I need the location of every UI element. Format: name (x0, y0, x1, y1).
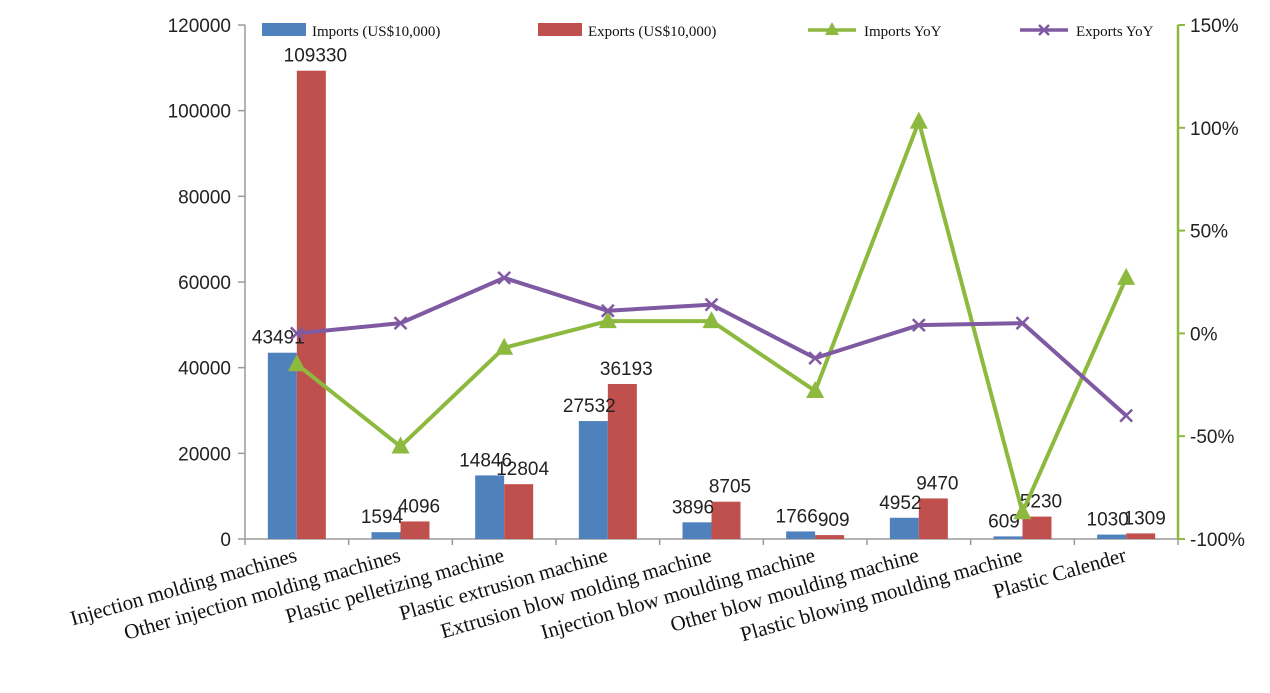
imports-bar (267, 352, 297, 539)
right-tick-label: -100% (1190, 530, 1245, 551)
imports-bar (786, 531, 816, 539)
exports-yoy-point (704, 297, 719, 312)
imports-yoy-point (495, 337, 514, 355)
imports-yoy-point (391, 436, 410, 454)
exports-yoy-point (1015, 316, 1030, 331)
exports-value-label: 4096 (398, 496, 440, 517)
exports-yoy-line (296, 275, 1128, 418)
exports-yoy-point (808, 351, 823, 365)
imports-bar (993, 536, 1023, 539)
imports-value-label: 4952 (879, 493, 921, 514)
exports-value-label: 1309 (1124, 508, 1166, 529)
imports-bar (475, 475, 505, 539)
exports-bar (1126, 533, 1156, 539)
imports-yoy-point (1117, 267, 1136, 285)
exports-bar (1022, 516, 1052, 539)
exports-value-label: 109330 (284, 46, 347, 67)
exports-value-label: 9470 (916, 473, 958, 494)
exports-yoy-point (289, 326, 304, 341)
imports-bar (1097, 534, 1127, 539)
imports-bar (371, 532, 401, 539)
exports-bar (607, 383, 637, 539)
imports-yoy-point (702, 311, 721, 329)
exports-bar (504, 484, 534, 539)
exports-value-label: 909 (818, 510, 850, 531)
imports-value-label: 1030 (1087, 510, 1129, 531)
right-tick-label: 50% (1190, 222, 1228, 243)
right-tick-label: 100% (1190, 119, 1239, 140)
left-tick-label: 80000 (178, 187, 231, 208)
axes: 0 20000 40000 60000 80000 100000 120000 -100% -5… (168, 16, 1245, 551)
legend-label: Imports YoY (864, 24, 942, 40)
imports-value-label: 3896 (672, 497, 714, 518)
exports-value-label: 12804 (496, 459, 549, 480)
left-tick-label: 60000 (178, 273, 231, 294)
imports-bar (682, 522, 712, 539)
exports-yoy-point (497, 271, 512, 285)
legend-label: Exports (US$10,000) (588, 24, 716, 40)
left-tick-label: 100000 (168, 102, 231, 123)
exports-yoy-point (911, 318, 926, 333)
legend-swatch (538, 23, 582, 36)
legend-label: Exports YoY (1076, 24, 1154, 40)
legend: Imports (US$10,000) Exports (US$10,000) Im… (262, 22, 1154, 40)
imports-value-label: 609 (988, 511, 1020, 532)
imports-value-label: 43491 (252, 328, 305, 349)
exports-yoy-point (600, 303, 615, 318)
lines (287, 111, 1136, 520)
imports-yoy-point (598, 311, 617, 329)
imports-bar (889, 517, 919, 539)
exports-bar (296, 70, 326, 540)
exports-yoy-point (1119, 408, 1134, 423)
right-tick-label: 0% (1190, 324, 1218, 345)
imports-bar (578, 421, 608, 539)
bars (267, 70, 1156, 540)
exports-bar (918, 498, 948, 539)
imports-value-label: 27532 (563, 396, 616, 417)
exports-value-label: 8705 (709, 477, 751, 498)
right-tick-label: 150% (1190, 16, 1239, 37)
left-tick-label: 40000 (178, 359, 231, 380)
imports-yoy-point (806, 380, 825, 398)
imports-yoy-point (1013, 502, 1032, 520)
imports-value-label: 1766 (776, 506, 818, 527)
legend-label: Imports (US$10,000) (312, 24, 440, 40)
imports-yoy-point (909, 111, 928, 129)
left-tick-label: 120000 (168, 16, 231, 37)
exports-yoy-point (393, 316, 408, 331)
legend-marker (825, 22, 839, 35)
exports-bar (400, 521, 430, 539)
left-tick-label: 20000 (178, 444, 231, 465)
left-tick-label: 0 (220, 530, 231, 551)
imports-value-label: 14846 (459, 450, 512, 471)
bar-labels: 43491 1594 14846 27532 3896 1766 4952 609 1030 10… (252, 46, 1166, 533)
imports-yoy-point (287, 354, 306, 372)
exports-value-label: 36193 (600, 359, 653, 380)
imports-value-label: 1594 (361, 507, 404, 528)
exports-bar (711, 501, 741, 539)
right-tick-label: -50% (1190, 427, 1234, 448)
legend-marker (1038, 24, 1050, 36)
exports-bar (815, 535, 845, 539)
legend-swatch (262, 23, 306, 36)
